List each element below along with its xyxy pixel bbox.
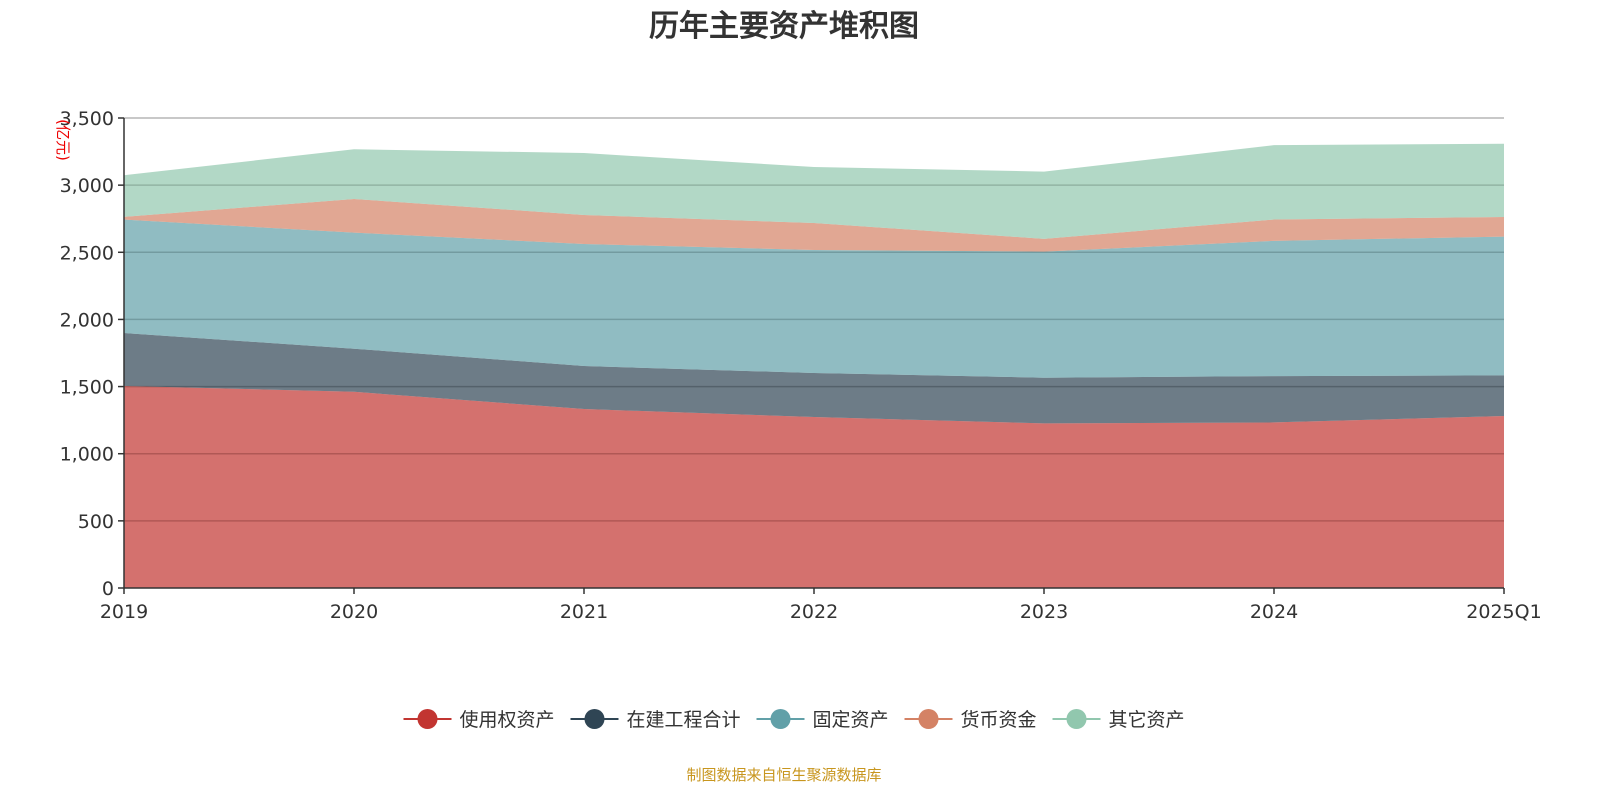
legend-item-0[interactable]: 使用权资产 (403, 709, 555, 731)
x-tick-label: 2025Q1 (1466, 601, 1541, 623)
grid-overlay (124, 117, 1504, 522)
y-axis-unit-label: (亿元) (54, 119, 72, 161)
legend-marker-icon (417, 709, 438, 729)
legend-label: 货币资金 (961, 709, 1037, 731)
y-tick-label: 500 (78, 511, 114, 533)
legend-label: 在建工程合计 (627, 709, 741, 731)
x-tick-label: 2023 (1020, 601, 1068, 623)
area-series-4 (124, 143, 1504, 239)
legend-item-1[interactable]: 在建工程合计 (570, 709, 741, 731)
chart-title: 历年主要资产堆积图 (649, 9, 919, 44)
y-tick-label: 2,000 (60, 309, 114, 331)
legend-marker-icon (584, 709, 605, 729)
y-tick-label: 3,000 (60, 175, 114, 197)
legend-item-3[interactable]: 货币资金 (904, 709, 1037, 731)
x-tick-label: 2022 (790, 601, 838, 623)
area-series-2 (124, 219, 1504, 378)
area-series (124, 143, 1504, 588)
x-tick-label: 2019 (100, 601, 148, 623)
x-tick-label: 2021 (560, 601, 608, 623)
y-tick-label: 1,500 (60, 377, 114, 399)
source-note: 制图数据来自恒生聚源数据库 (686, 766, 881, 784)
legend-marker-icon (1066, 709, 1087, 729)
y-tick-label: 0 (102, 578, 114, 600)
legend-marker-icon (770, 709, 791, 729)
x-tick-label: 2020 (330, 601, 378, 623)
axes: 0 500 1,000 1,500 2,000 2,500 3,000 3,500 2019 20… (60, 108, 1542, 623)
area-series-3 (124, 198, 1504, 252)
y-tick-label: 2,500 (60, 242, 114, 264)
legend-marker-icon (918, 709, 939, 729)
legend-item-4[interactable]: 其它资产 (1052, 709, 1185, 731)
y-tick-label: 1,000 (60, 444, 114, 466)
legend: 使用权资产 在建工程合计 固定资产 货币资金 其它资产 (403, 709, 1185, 731)
legend-label: 使用权资产 (460, 709, 555, 731)
area-series-0 (124, 385, 1504, 588)
area-series-1 (124, 332, 1504, 424)
legend-item-2[interactable]: 固定资产 (756, 709, 889, 731)
legend-label: 其它资产 (1109, 709, 1185, 731)
legend-label: 固定资产 (813, 709, 889, 731)
y-tick-label: 3,500 (60, 108, 114, 130)
x-tick-label: 2024 (1250, 601, 1298, 623)
